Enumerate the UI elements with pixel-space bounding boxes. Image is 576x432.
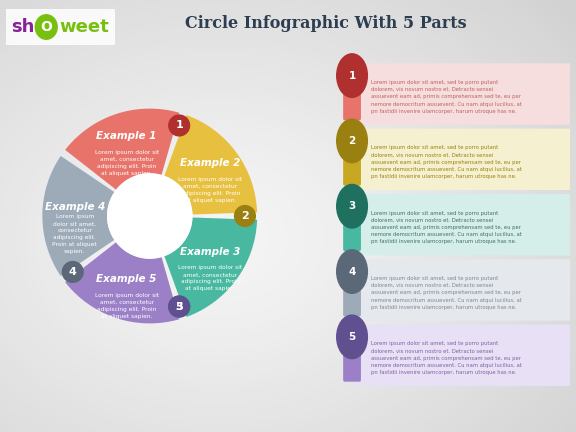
Text: 2: 2 [241,211,249,221]
Circle shape [337,184,367,228]
Text: Lorem ipsum dolor sit
amet, consectetur
adipiscing elit. Proin
at aliquet sapien: Lorem ipsum dolor sit amet, consectetur … [179,265,242,292]
Circle shape [169,115,190,136]
Text: Lorem ipsum dolor sit amet, sed te porro putant
dolorem, vis novum nostro et. De: Lorem ipsum dolor sit amet, sed te porro… [370,276,521,310]
Text: 3: 3 [348,201,355,211]
Text: 1: 1 [175,121,183,130]
Circle shape [337,54,367,97]
Circle shape [337,250,367,293]
Polygon shape [65,242,179,324]
Text: 3: 3 [175,302,183,311]
Circle shape [337,119,367,163]
Text: Example 1: Example 1 [96,131,157,141]
Circle shape [62,262,83,283]
FancyBboxPatch shape [3,9,115,45]
FancyBboxPatch shape [343,133,361,186]
Polygon shape [164,115,257,215]
Circle shape [337,315,367,359]
Text: 5: 5 [348,332,355,342]
FancyBboxPatch shape [343,198,361,251]
Text: 2: 2 [348,136,355,146]
Text: O: O [40,20,52,34]
Polygon shape [43,156,115,276]
Text: Example 4: Example 4 [44,203,105,213]
FancyBboxPatch shape [355,64,571,125]
Circle shape [108,174,192,258]
Text: Circle Infographic With 5 Parts: Circle Infographic With 5 Parts [185,15,466,32]
Circle shape [234,206,255,226]
Text: Example 2: Example 2 [180,159,241,168]
FancyBboxPatch shape [343,329,361,382]
Circle shape [169,296,190,317]
Text: Lorem ipsum dolor sit
amet, consectetur
adipiscing elit. Proin
at aliquet sapien: Lorem ipsum dolor sit amet, consectetur … [94,293,158,319]
Text: Lorem ipsum dolor sit amet, sed te porro putant
dolorem, vis novum nostro et. De: Lorem ipsum dolor sit amet, sed te porro… [370,341,521,375]
Text: Example 3: Example 3 [180,247,241,257]
Text: 1: 1 [348,70,355,81]
Polygon shape [164,217,257,317]
Text: Lorem ipsum dolor sit
amet, consectetur
adipiscing elit. Proin
at aliquet sapien: Lorem ipsum dolor sit amet, consectetur … [179,177,242,203]
Text: Lorem ipsum dolor sit amet, sed te porro putant
dolorem, vis novum nostro et. De: Lorem ipsum dolor sit amet, sed te porro… [370,211,521,245]
FancyBboxPatch shape [343,264,361,316]
Text: Lorem ipsum
dolor sit amet,
consectetur
adipiscing elit.
Proin at aliquet
sapien: Lorem ipsum dolor sit amet, consectetur … [52,214,97,254]
Text: weet: weet [59,18,109,36]
Text: Lorem ipsum dolor sit
amet, consectetur
adipiscing elit. Proin
at aliquet saplen: Lorem ipsum dolor sit amet, consectetur … [94,150,158,176]
Text: Example 5: Example 5 [96,274,157,284]
Circle shape [35,15,57,39]
Text: Lorem ipsum dolor sit amet, sed te porro putant
dolorem, vis novum nostro et. De: Lorem ipsum dolor sit amet, sed te porro… [370,80,521,114]
FancyBboxPatch shape [355,129,571,190]
Circle shape [169,296,190,317]
Text: sh: sh [11,18,35,36]
Text: 4: 4 [69,267,77,277]
Polygon shape [65,108,179,190]
Text: Lorem ipsum dolor sit amet, sed te porro putant
dolorem, vis novum nostro et. De: Lorem ipsum dolor sit amet, sed te porro… [370,145,521,179]
FancyBboxPatch shape [343,67,361,121]
FancyBboxPatch shape [355,259,571,321]
FancyBboxPatch shape [355,324,571,386]
FancyBboxPatch shape [355,194,571,255]
Text: 4: 4 [348,267,356,276]
Text: 5: 5 [175,302,183,311]
